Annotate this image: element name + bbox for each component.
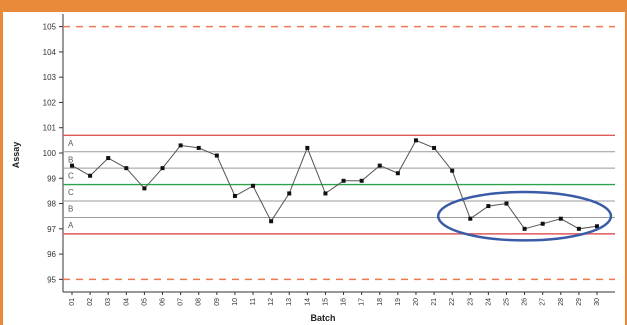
data-point [124, 166, 129, 171]
x-tick-label: 28 [558, 298, 565, 306]
data-point [178, 143, 183, 148]
x-tick-label: 27 [540, 298, 547, 306]
x-tick-label: 14 [304, 298, 311, 306]
data-point [160, 166, 165, 171]
data-point [196, 145, 201, 150]
x-tick-label: 05 [141, 298, 148, 306]
x-tick-label: 23 [467, 298, 474, 306]
x-tick-label: 17 [359, 298, 366, 306]
x-tick-label: 21 [431, 298, 438, 306]
data-point [251, 183, 256, 188]
data-point [214, 153, 219, 158]
data-point [142, 186, 147, 191]
y-tick-label: 100 [43, 149, 57, 158]
x-tick-label: 24 [485, 298, 492, 306]
y-tick-label: 96 [47, 250, 56, 259]
data-point [595, 224, 599, 229]
x-tick-label: 26 [522, 298, 529, 306]
x-tick-label: 01 [69, 298, 76, 306]
x-tick-label: 10 [232, 298, 239, 306]
data-point [287, 191, 292, 196]
y-tick-label: 105 [43, 23, 57, 32]
data-point [432, 145, 437, 150]
y-tick-label: 103 [43, 73, 57, 82]
zone-label: C [68, 188, 74, 197]
zone-label: B [68, 205, 73, 214]
data-point [450, 168, 455, 173]
zone-label: B [68, 155, 73, 164]
x-tick-label: 19 [395, 298, 402, 306]
data-point [377, 163, 382, 168]
y-tick-label: 104 [43, 48, 57, 57]
x-tick-label: 30 [594, 298, 601, 306]
data-point [70, 163, 74, 168]
x-tick-label: 18 [377, 298, 384, 306]
x-tick-label: 13 [286, 298, 293, 306]
x-tick-label: 22 [449, 298, 456, 306]
data-point [232, 193, 237, 198]
series-line [71, 139, 598, 230]
data-point [341, 178, 346, 183]
data-point [323, 191, 328, 196]
data-point [395, 171, 400, 176]
zone-label: A [68, 221, 74, 230]
data-point [468, 216, 473, 221]
x-tick-label: 15 [322, 298, 329, 306]
data-point [413, 138, 418, 143]
x-tick-label: 16 [341, 298, 348, 306]
x-tick-label: 08 [196, 298, 203, 306]
y-tick-label: 95 [47, 275, 56, 284]
x-tick-label: 20 [413, 298, 420, 306]
x-tick-label: 04 [123, 298, 130, 306]
y-tick-label: 101 [43, 124, 57, 133]
data-point [269, 219, 274, 224]
highlight-ellipse [436, 190, 613, 242]
x-tick-label: 11 [250, 298, 257, 305]
zone-label: C [68, 172, 74, 181]
x-tick-label: 25 [503, 298, 510, 306]
y-tick-label: 97 [47, 225, 56, 234]
x-tick-label: 03 [105, 298, 112, 306]
header-strip [3, 0, 627, 12]
y-axis-title: Assay [11, 142, 21, 169]
zone-label: A [68, 139, 74, 148]
x-tick-label: 12 [268, 298, 275, 306]
x-tick-label: 06 [160, 298, 167, 306]
x-tick-label: 02 [87, 298, 94, 306]
data-point [486, 204, 491, 209]
y-tick-label: 99 [47, 174, 56, 183]
data-point [540, 221, 545, 226]
x-axis-title: Batch [310, 313, 335, 323]
data-point [305, 145, 310, 150]
x-tick-label: 09 [214, 298, 221, 306]
data-point [88, 173, 93, 178]
y-tick-label: 98 [47, 200, 56, 209]
data-point [359, 178, 364, 183]
data-point [522, 226, 527, 231]
data-point [106, 156, 111, 161]
data-point [576, 226, 581, 231]
x-tick-label: 29 [576, 298, 583, 306]
data-point [558, 216, 563, 221]
x-tick-label: 07 [178, 298, 185, 306]
y-tick-label: 102 [43, 98, 57, 107]
data-point [504, 201, 509, 206]
